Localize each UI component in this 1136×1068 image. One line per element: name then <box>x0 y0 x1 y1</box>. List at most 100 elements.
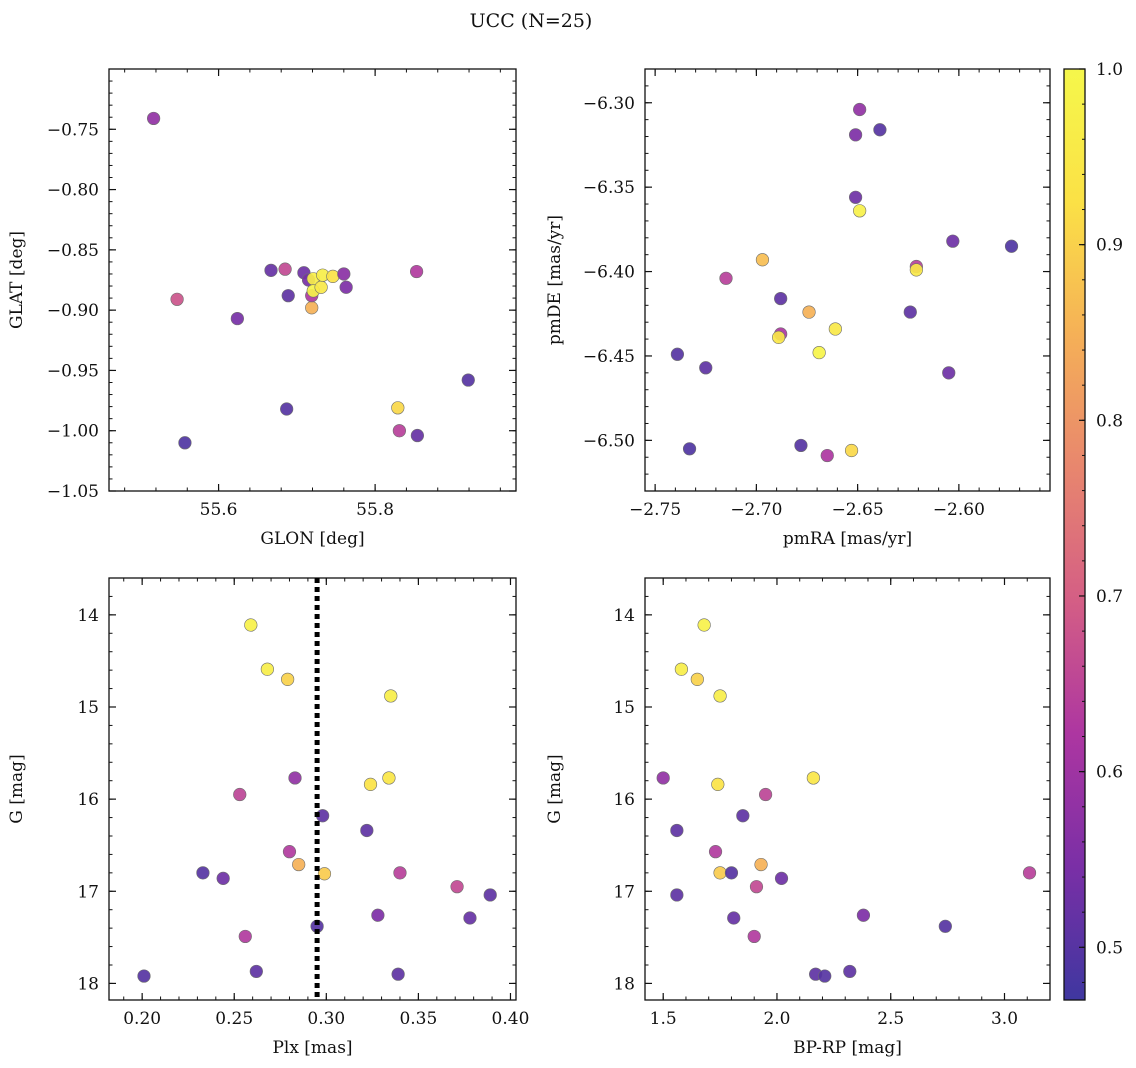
data-point <box>450 880 464 894</box>
panel-proper-motion-scatter: −2.75 −2.70 −2.65 −2.60 −6.30 −6.35 −6.40 −6.45… <box>545 68 1051 549</box>
data-point <box>461 373 475 387</box>
y-axis-label: G [mag] <box>545 754 565 823</box>
data-point <box>278 262 292 276</box>
x-tick-label: 0.40 <box>492 1009 530 1029</box>
colorbar-tick-label: 0.6 <box>1096 763 1123 783</box>
data-point <box>758 787 773 802</box>
data-point <box>281 672 295 686</box>
data-point <box>724 866 739 880</box>
y-tick-label: −6.50 <box>583 431 635 451</box>
data-point <box>848 128 863 142</box>
data-point <box>281 289 295 303</box>
data-point <box>137 969 151 983</box>
data-point <box>249 964 263 979</box>
data-point <box>772 330 786 344</box>
panel-parallax-magnitude-scatter: 0.20 0.25 0.30 0.35 0.40 14 15 16 17 18 Plx [mas] G… <box>7 577 530 1058</box>
y-tick-label: 14 <box>77 606 99 626</box>
plot-frame <box>644 68 1051 492</box>
data-point <box>244 618 258 632</box>
data-point <box>747 929 761 944</box>
data-point <box>749 880 764 894</box>
data-point <box>856 908 871 922</box>
data-point <box>848 190 863 204</box>
data-point <box>360 823 374 838</box>
y-tick-label: −6.30 <box>583 94 635 114</box>
data-point <box>382 771 396 785</box>
x-tick-label: −2.60 <box>933 500 985 520</box>
data-point <box>391 401 405 415</box>
data-point <box>853 204 867 218</box>
y-tick-label: 14 <box>613 606 635 626</box>
data-point <box>708 845 723 859</box>
data-point <box>264 263 278 277</box>
colorbar: 0.5 0.6 0.7 0.8 0.9 1.0 <box>1063 60 1123 1001</box>
y-tick-label: 15 <box>613 698 635 718</box>
y-tick-label: 17 <box>613 882 635 902</box>
data-point <box>844 443 859 458</box>
data-point <box>806 771 820 785</box>
y-tick-label: 16 <box>613 790 635 810</box>
x-tick-label: 3.0 <box>991 1009 1018 1029</box>
y-tick-label: −6.40 <box>583 263 635 283</box>
data-point <box>674 662 689 676</box>
y-tick-label: −0.95 <box>47 361 99 381</box>
y-tick-label: −1.05 <box>47 482 99 502</box>
colorbar-tick-label: 1.0 <box>1096 60 1123 80</box>
y-tick-label: −0.80 <box>47 181 99 201</box>
data-point <box>305 301 319 315</box>
x-tick-label: 55.8 <box>356 500 394 520</box>
data-point <box>147 111 161 126</box>
y-tick-label: −6.45 <box>583 347 635 367</box>
x-tick-label: 0.35 <box>399 1009 437 1029</box>
data-point <box>363 777 378 791</box>
data-point <box>178 436 192 450</box>
data-point <box>843 964 857 979</box>
y-tick-label: −1.00 <box>47 422 99 442</box>
y-tick-label: 18 <box>77 974 99 994</box>
x-tick-label: 0.20 <box>123 1009 161 1029</box>
data-point <box>288 771 302 785</box>
data-point <box>802 305 816 319</box>
data-point <box>317 867 332 881</box>
data-point <box>216 871 230 885</box>
data-point <box>314 280 328 294</box>
data-point <box>670 823 684 838</box>
data-point <box>393 866 407 880</box>
data-point <box>230 311 244 326</box>
plot-frame <box>644 577 1051 1001</box>
data-point <box>670 888 684 902</box>
data-point <box>670 347 685 361</box>
data-point <box>1004 239 1019 253</box>
data-point <box>384 689 398 703</box>
data-point <box>713 689 727 703</box>
y-tick-label: 15 <box>77 698 99 718</box>
colorbar-tick-label: 0.8 <box>1096 411 1123 431</box>
x-tick-label: −2.70 <box>730 500 782 520</box>
x-tick-label: 2.5 <box>877 1009 904 1029</box>
data-point <box>656 771 670 785</box>
data-point <box>282 845 297 859</box>
data-point <box>233 787 247 802</box>
data-point <box>391 967 405 981</box>
data-point <box>909 263 923 277</box>
data-point <box>326 269 340 283</box>
data-point <box>774 291 788 306</box>
data-point <box>774 871 789 885</box>
data-point <box>938 919 952 933</box>
data-point <box>337 267 351 281</box>
data-point <box>690 672 704 686</box>
data-point <box>697 618 711 632</box>
data-point <box>820 448 834 463</box>
data-point <box>755 253 770 267</box>
x-axis-label: GLON [deg] <box>260 529 364 549</box>
y-axis-label: G [mag] <box>7 754 27 823</box>
x-axis-label: BP-RP [mag] <box>793 1038 902 1058</box>
x-tick-label: 0.30 <box>307 1009 345 1029</box>
x-axis-label: pmRA [mas/yr] <box>783 529 912 549</box>
x-tick-label: 1.5 <box>650 1009 677 1029</box>
data-point <box>260 662 274 676</box>
colorbar-tick-label: 0.5 <box>1096 938 1123 958</box>
data-point <box>463 911 477 925</box>
data-point <box>946 234 960 248</box>
y-tick-label: 18 <box>613 974 635 994</box>
